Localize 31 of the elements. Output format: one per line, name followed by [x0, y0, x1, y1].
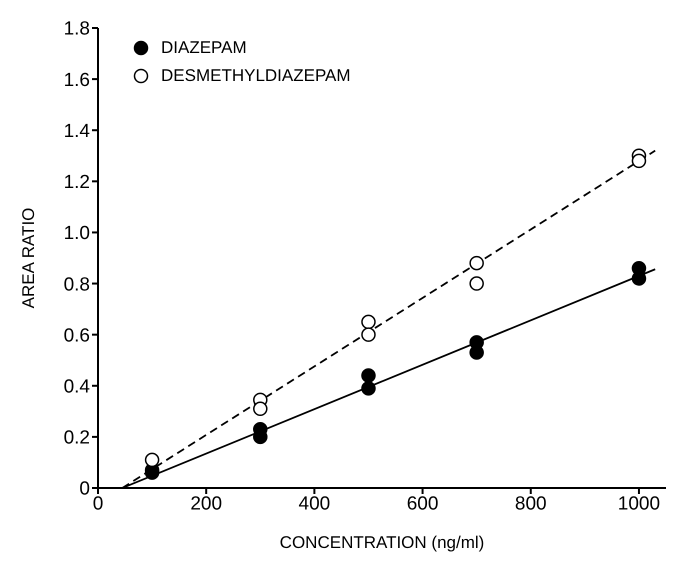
legend-label: DIAZEPAM: [161, 38, 247, 58]
y-tick-label: 0.6: [64, 325, 90, 346]
y-tick-label: 0.2: [64, 428, 90, 449]
point: [632, 271, 646, 286]
x-tick-label: 600: [406, 493, 438, 514]
point: [361, 327, 376, 342]
x-tick-label: 400: [298, 493, 330, 514]
y-tick-label: 1.4: [64, 120, 90, 142]
x-tick-label: 800: [514, 493, 547, 514]
point: [469, 256, 484, 270]
y-tick-label: 0.8: [64, 274, 90, 296]
legend-label: DESMETHYLDIAZEPAM: [161, 66, 351, 86]
x-tick-label: 1000: [618, 493, 660, 514]
x-tick-label: 0: [92, 493, 104, 514]
y-tick-label: 1.8: [64, 18, 90, 40]
point: [361, 381, 376, 396]
y-tick-label: 0: [79, 478, 90, 500]
x-tick-label: 200: [190, 493, 222, 514]
point: [361, 314, 376, 330]
point: [361, 368, 376, 383]
y-tick-label: 0.4: [64, 376, 90, 398]
x-axis-title: CONCENTRATION (ng/ml): [280, 533, 484, 552]
point: [632, 154, 646, 168]
y-axis-title: AREA RATIO: [19, 208, 38, 308]
point: [253, 402, 268, 416]
y-tick-label: 1.0: [64, 223, 90, 244]
point: [144, 452, 160, 468]
y-tick-label: 1.2: [64, 172, 90, 194]
point: [469, 345, 484, 360]
point: [469, 276, 484, 291]
y-tick-label: 1.6: [64, 70, 90, 91]
